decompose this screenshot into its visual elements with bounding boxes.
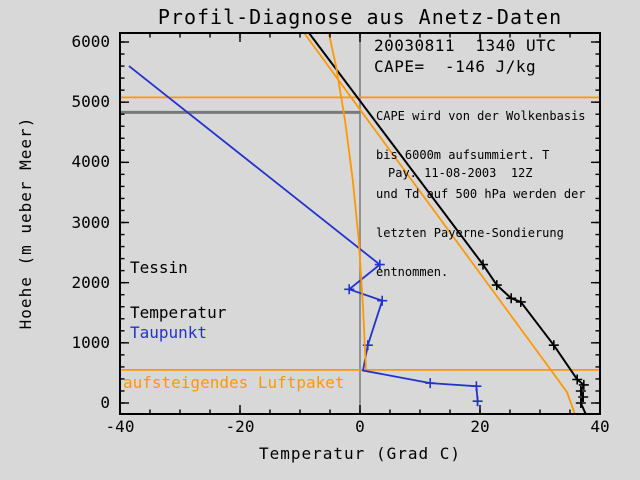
station-label: Tessin [130, 258, 188, 277]
plus-marker [575, 398, 586, 408]
y-tick-label: 3000 [71, 212, 110, 232]
plus-marker [575, 386, 586, 396]
y-tick-label: 0 [100, 393, 110, 412]
plus-marker [344, 284, 355, 295]
y-tick-label: 6000 [71, 32, 110, 51]
cape-note-line: CAPE wird von der Wolkenbasis [376, 109, 586, 123]
plus-marker [578, 392, 589, 402]
x-tick-label: -20 [225, 417, 255, 436]
plus-marker [506, 293, 517, 304]
cape-value: CAPE= -146 J/kg [374, 57, 537, 76]
plus-marker [572, 374, 583, 385]
cape-note-line: und Td auf 500 hPa werden der [376, 187, 586, 201]
axis-ticks [119, 33, 601, 414]
x-tick-label: -40 [105, 417, 135, 436]
x-axis-label: Temperatur (Grad C) [258, 444, 462, 463]
cape-note-line: letzten Payerne-Sondierung [376, 226, 564, 240]
legend-temperature-label: Temperatur [130, 303, 227, 322]
legend-dewpoint-label: Taupunkt [130, 323, 208, 342]
cape-note: CAPE wird von der Wolkenbasis bis 6000m … [376, 84, 586, 305]
y-axis-label: Hoehe (m ueber Meer) [16, 116, 35, 330]
y-tick-label: 4000 [71, 152, 110, 172]
cape-note-line: entnommen. [376, 265, 449, 279]
x-tick-label: 20 [470, 417, 490, 436]
plus-marker [478, 259, 488, 270]
plus-marker [472, 396, 483, 407]
y-tick-label: 2000 [71, 272, 110, 292]
series-line-3 [303, 33, 576, 414]
payerne-sounding-reference: Pay: 11-08-2003 12Z [388, 166, 533, 180]
plus-marker [374, 259, 385, 270]
plus-marker [425, 378, 436, 389]
plus-marker [471, 381, 482, 392]
cape-note-line: bis 6000m aufsummiert. T [376, 148, 550, 162]
x-tick-label: 40 [590, 417, 610, 436]
plus-marker [491, 280, 502, 291]
series-line-2 [327, 33, 367, 370]
y-tick-label: 5000 [71, 92, 110, 112]
plot-area [120, 33, 600, 414]
x-tick-label: 0 [355, 417, 365, 436]
plus-marker [377, 295, 388, 306]
chart-title: Profil-Diagnose aus Anetz-Daten [157, 5, 563, 29]
legend-parcel-label: aufsteigendes Luftpaket [123, 373, 345, 392]
plus-marker [548, 340, 559, 351]
y-tick-label: 1000 [71, 332, 110, 352]
plus-marker [515, 296, 526, 307]
plus-marker [578, 379, 589, 390]
observation-datetime: 20030811 1340 UTC [374, 36, 557, 55]
